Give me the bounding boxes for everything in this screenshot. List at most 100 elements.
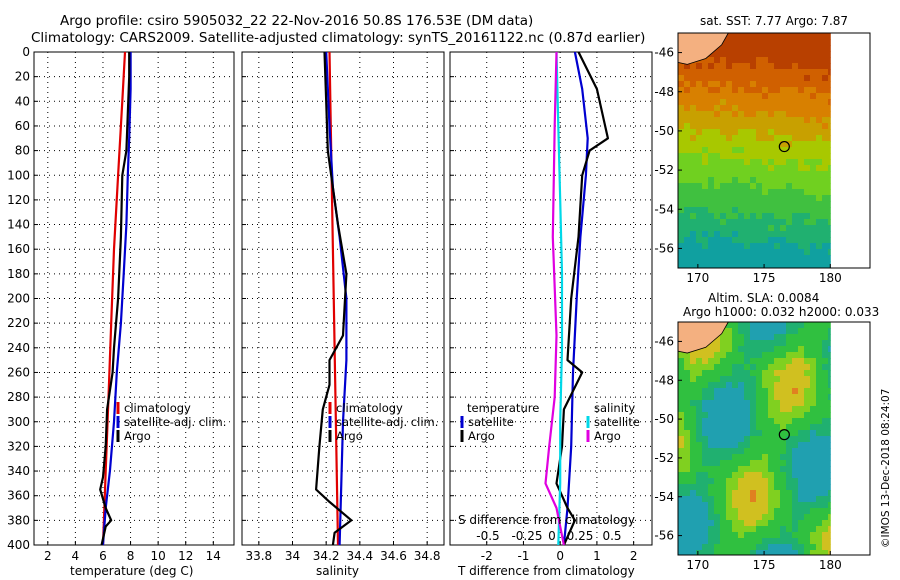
heatmap-cell [684,99,691,106]
heatmap-cell [738,334,745,341]
legend-label-s-argo: Argo [594,429,621,443]
heatmap-cell [684,538,691,545]
heatmap-cell [720,219,727,226]
heatmap-cell [702,195,709,202]
heatmap-cell [678,99,685,106]
heatmap-cell [702,75,709,82]
heatmap-cell [744,400,751,407]
heatmap-cell [678,436,685,443]
heatmap-cell [816,255,823,262]
heatmap-cell [756,63,763,70]
heatmap-cell [810,490,817,497]
heatmap-cell [714,189,721,196]
heatmap-cell [792,460,799,467]
heatmap-cell [828,45,831,52]
heatmap-cell [714,508,721,515]
heatmap-cell [714,520,721,527]
heatmap-cell [756,39,763,46]
heatmap-cell [774,123,781,130]
heatmap-cell [762,207,769,214]
heatmap-cell [708,352,715,359]
heatmap-cell [678,412,685,419]
heatmap-cell [804,177,811,184]
heatmap-cell [744,123,751,130]
heatmap-cell [726,472,733,479]
heatmap-cell [744,514,751,521]
heatmap-cell [702,165,709,172]
heatmap-cell [690,105,697,112]
heatmap-cell [738,195,745,202]
heatmap-cell [732,255,739,262]
heatmap-cell [726,508,733,515]
map-y-tick-label: -54 [654,202,674,216]
heatmap-cell [732,436,739,443]
heatmap-cell [750,358,757,365]
heatmap-cell [756,448,763,455]
heatmap-cell [702,418,709,425]
heatmap-cell [822,490,829,497]
heatmap-cell [714,261,721,268]
heatmap-cell [684,69,691,76]
heatmap-cell [780,418,787,425]
heatmap-cell [774,478,781,485]
heatmap-cell [708,237,715,244]
heatmap-cell [696,147,703,154]
heatmap-cell [810,376,817,383]
heatmap-cell [678,231,685,238]
heatmap-cell [708,454,715,461]
heatmap-cell [750,490,757,497]
heatmap-cell [816,45,823,52]
heatmap-cell [678,502,685,509]
heatmap-cell [792,538,799,545]
heatmap-cell [774,183,781,190]
heatmap-cell [774,418,781,425]
heatmap-cell [786,207,793,214]
heatmap-cell [684,105,691,112]
heatmap-cell [678,261,685,268]
heatmap-cell [714,352,721,359]
heatmap-cell [816,514,823,521]
heatmap-cell [786,237,793,244]
heatmap-cell [762,81,769,88]
heatmap-cell [816,261,823,268]
heatmap-cell [822,412,829,419]
y-tick-label: 20 [15,70,30,84]
heatmap-cell [810,358,817,365]
heatmap-cell [708,171,715,178]
heatmap-cell [714,412,721,419]
heatmap-cell [690,207,697,214]
heatmap-cell [696,117,703,124]
heatmap-cell [810,183,817,190]
heatmap-cell [762,129,769,136]
heatmap-cell [720,243,727,250]
heatmap-cell [714,69,721,76]
heatmap-cell [828,322,831,329]
heatmap-cell [726,117,733,124]
heatmap-cell [804,153,811,160]
heatmap-cell [690,255,697,262]
heatmap-cell [822,207,829,214]
heatmap-cell [774,328,781,335]
heatmap-cell [690,442,697,449]
heatmap-cell [732,550,739,556]
heatmap-cell [732,147,739,154]
heatmap-cell [786,376,793,383]
heatmap-cell [690,424,697,431]
heatmap-cell [792,340,799,347]
heatmap-cell [768,207,775,214]
heatmap-cell [714,382,721,389]
heatmap-cell [804,171,811,178]
heatmap-cell [720,135,727,142]
heatmap-cell [828,502,831,509]
heatmap-cell [810,448,817,455]
heatmap-cell [762,490,769,497]
heatmap-cell [738,225,745,232]
heatmap-cell [780,171,787,178]
map-x-tick-label: 170 [686,558,709,572]
heatmap-cell [786,129,793,136]
heatmap-cell [726,466,733,473]
heatmap-cell [750,412,757,419]
heatmap-cell [822,340,829,347]
heatmap-cell [756,171,763,178]
heatmap-cell [732,231,739,238]
